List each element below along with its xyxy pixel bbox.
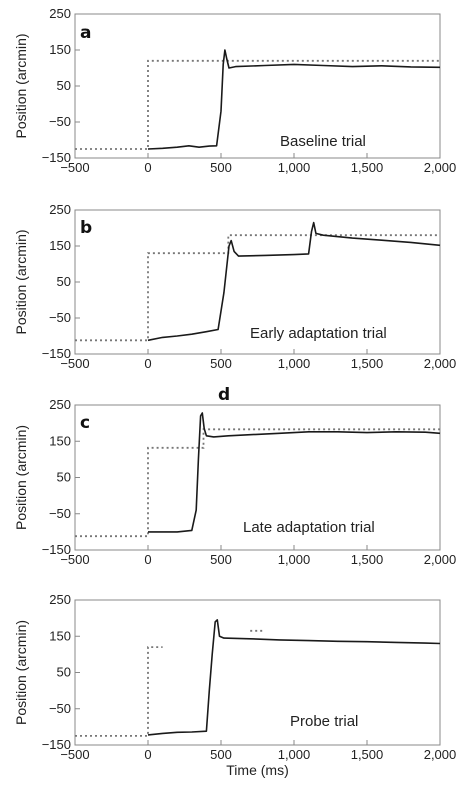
panel-1-label: a [80,23,91,43]
panel-1-annotation: Baseline trial [280,133,366,150]
panel-4-xtick-label: 2,000 [424,747,457,762]
panel-2-annotation: Early adaptation trial [250,325,387,342]
panel-1-ytick-label: −50 [49,114,71,129]
panel-2-xtick-label: 2,000 [424,356,457,371]
panel-3-ytick-label: 150 [49,433,71,448]
panel-4-frame [74,599,441,746]
panel-1-xtick-label: 0 [144,160,151,175]
panel-3-target-trace-0 [75,428,440,538]
panel-3-eye-trace-1 [148,412,441,533]
panel-4-x-axis-label: Time (ms) [226,762,288,778]
panel-2-xtick-label: 1,500 [351,356,384,371]
panel-2-ytick-label: 50 [57,274,71,289]
panel-2-y-axis-label: Position (arcmin) [13,229,29,334]
panel-3-xtick-label: −500 [60,552,89,567]
panel-3-label: c [80,413,90,433]
panel-1-eye-trace-1 [147,49,441,150]
panel-2-target-trace-0 [75,234,440,342]
panel-4-ytick-label: −150 [42,737,71,752]
panel-3-ytick-label: −150 [42,542,71,557]
panel-3-ytick-label: 250 [49,397,71,412]
panel-4-annotation: Probe trial [290,713,358,730]
panel-1-y-axis-label: Position (arcmin) [13,33,29,138]
panel-3-xtick-label: 0 [144,552,151,567]
panel-4-eye-trace-2 [147,619,441,736]
panel-1-ytick-label: 250 [49,6,71,21]
panel-3-annotation: Late adaptation trial [243,519,375,536]
panel-4-xtick-label: 1,000 [278,747,311,762]
panel-1-ytick-label: −150 [42,150,71,165]
panel-2-xtick-label: 500 [210,356,232,371]
panel-1-ytick-label: 50 [57,78,71,93]
panel-4-xtick-label: 500 [210,747,232,762]
panel-2-xtick-label: −500 [60,356,89,371]
panel-3-xtick-label: 1,500 [351,552,384,567]
panel-3-xtick-label: 500 [210,552,232,567]
panel-4-ytick-label: 250 [49,592,71,607]
panel-4-ytick-label: −50 [49,701,71,716]
panel-3-ytick-label: 50 [57,470,71,485]
panel-1-xtick-label: −500 [60,160,89,175]
panel-1-xtick-label: 1,500 [351,160,384,175]
panel-2-xtick-label: 1,000 [278,356,311,371]
panel-4-y-axis-label: Position (arcmin) [13,620,29,725]
panel-2-ytick-label: 150 [49,238,71,253]
panel-1-xtick-label: 1,000 [278,160,311,175]
panel-2-ytick-label: 250 [49,202,71,217]
panel-2-label: b [80,218,92,238]
panel-3-xtick-label: 2,000 [424,552,457,567]
panel-2-ytick-label: −50 [49,310,71,325]
panel-4-xtick-label: −500 [60,747,89,762]
panel-4-label: d [218,385,230,405]
panel-1-xtick-label: 2,000 [424,160,457,175]
panel-4-xtick-label: 0 [144,747,151,762]
panel-2-xtick-label: 0 [144,356,151,371]
panel-2-eye-trace-1 [147,221,441,342]
panel-1-xtick-label: 500 [210,160,232,175]
panel-1-target-trace-0 [75,59,440,150]
panel-4-xtick-label: 1,500 [351,747,384,762]
panel-4-ytick-label: 50 [57,665,71,680]
panel-3-xtick-label: 1,000 [278,552,311,567]
panel-1-frame [74,13,441,159]
panel-4-ytick-label: 150 [49,628,71,643]
panel-4-target-trace-0 [75,646,163,737]
panel-3-ytick-label: −50 [49,506,71,521]
panel-2-ytick-label: −150 [42,346,71,361]
panel-3-y-axis-label: Position (arcmin) [13,425,29,530]
panel-1-ytick-label: 150 [49,42,71,57]
